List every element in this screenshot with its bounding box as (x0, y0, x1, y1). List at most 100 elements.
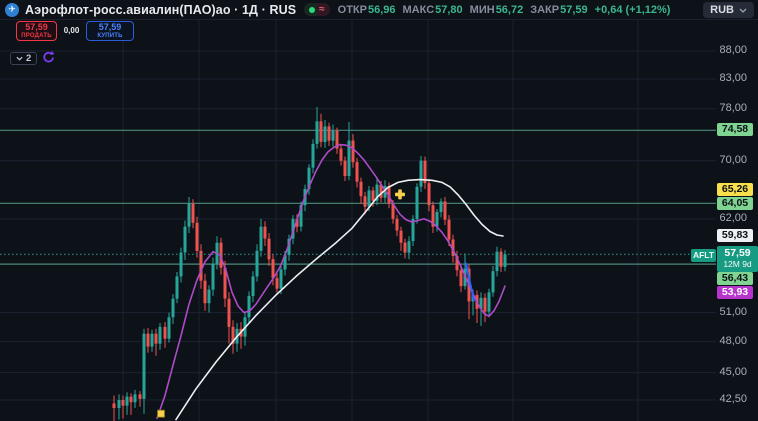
candle-body (267, 238, 271, 260)
candle-body (121, 400, 125, 406)
close-label: ЗАКР (530, 3, 560, 16)
candle-body (179, 252, 183, 277)
candle-body (351, 140, 355, 163)
candle-body (459, 270, 463, 287)
candle-body (171, 298, 175, 318)
candle-body (223, 267, 227, 299)
candle-body (339, 148, 343, 161)
sell-price: 57,59 (25, 22, 48, 32)
candle-body (227, 298, 231, 327)
candle-body (138, 394, 142, 399)
candle-body (146, 333, 150, 347)
open-label: ОТКР (337, 3, 367, 16)
delayed-data-icon: ≈ (319, 3, 325, 15)
price-axis[interactable] (716, 20, 758, 421)
candle-body (319, 121, 323, 142)
candle-body (331, 130, 335, 141)
blue-ma-line (465, 262, 475, 302)
chart-header: ✈ Аэрофлот-росс.авиалин(ПАО)ао · 1Д · RU… (0, 0, 758, 20)
sync-icon[interactable] (40, 50, 55, 65)
candle-body (154, 333, 158, 344)
candle-body (367, 190, 371, 207)
candle-body (443, 201, 447, 220)
drawing-anchor-plus[interactable] (398, 189, 402, 200)
candle-body (347, 140, 351, 176)
candle-body (199, 250, 203, 281)
candle-body (251, 276, 255, 296)
candle-body (323, 126, 327, 142)
low-value: 56,72 (495, 3, 524, 16)
buy-button[interactable]: 57,59 КУПИТЬ (86, 21, 134, 41)
candle-body (379, 184, 383, 198)
candle-body (219, 242, 223, 268)
candle-body (163, 326, 167, 339)
candle-body (343, 160, 347, 176)
candle-body (117, 400, 121, 408)
drawing-anchor-square[interactable] (157, 409, 165, 418)
candle-body (327, 126, 331, 141)
candle-body (315, 121, 319, 144)
candle-body (407, 241, 411, 253)
candle-body (491, 271, 495, 293)
candle-body (359, 181, 363, 197)
candle-body (495, 251, 499, 272)
candle-body (142, 333, 146, 399)
candle-body (203, 280, 207, 304)
candle-body (435, 212, 439, 227)
candle-body (211, 263, 215, 290)
candle-body (395, 218, 399, 231)
candle-body (355, 162, 359, 182)
candle-body (275, 278, 279, 289)
candle-body (451, 239, 455, 256)
open-value: 56,96 (367, 3, 396, 16)
candle-body (423, 160, 427, 184)
chevron-down-icon (739, 8, 747, 13)
candle-body (483, 297, 487, 312)
candle-body (311, 143, 315, 168)
candle-body (129, 396, 133, 403)
candle-body (455, 255, 459, 271)
candle-body (183, 226, 187, 253)
candle-body (415, 186, 419, 219)
candle-body (479, 297, 483, 309)
sell-button[interactable]: 57,59 ПРОДАТЬ (16, 21, 57, 41)
candle-body (391, 203, 395, 219)
candle-body (503, 254, 507, 267)
candle-body (150, 333, 154, 347)
candle-body (247, 295, 251, 318)
candle-body (399, 230, 403, 243)
candle-body (387, 186, 391, 204)
buy-label: КУПИТЬ (97, 33, 123, 39)
candle-body (231, 326, 235, 344)
candle-body (158, 326, 162, 344)
candle-body (255, 250, 259, 277)
low-label: МИН (469, 3, 495, 16)
indicators-count: 2 (26, 53, 32, 64)
instrument-logo-icon: ✈ (5, 2, 19, 17)
candle-body (187, 203, 191, 227)
candle-body (431, 205, 435, 227)
currency-label: RUB (710, 4, 734, 16)
candle-body (363, 196, 367, 207)
candle-body (411, 218, 415, 242)
purple-ma-line (156, 143, 506, 420)
change-value: +0,64 (+1,12%) (594, 3, 671, 16)
candle-body (283, 255, 287, 270)
chevron-down-icon (16, 56, 23, 61)
candle-body (295, 218, 299, 227)
candle-body (375, 184, 379, 201)
indicators-collapse-button[interactable]: 2 (10, 52, 38, 65)
buy-price: 57,59 (98, 22, 122, 32)
candle-body (195, 222, 199, 251)
candle-body (291, 218, 295, 239)
spread-value: 0,00 (63, 26, 80, 35)
candle-body (403, 242, 407, 253)
currency-selector[interactable]: RUB (703, 2, 754, 18)
close-value: 57,59 (560, 3, 588, 16)
candle-body (335, 130, 339, 149)
candle-body (279, 269, 283, 289)
high-value: 57,80 (435, 3, 463, 16)
candle-body (263, 226, 267, 239)
